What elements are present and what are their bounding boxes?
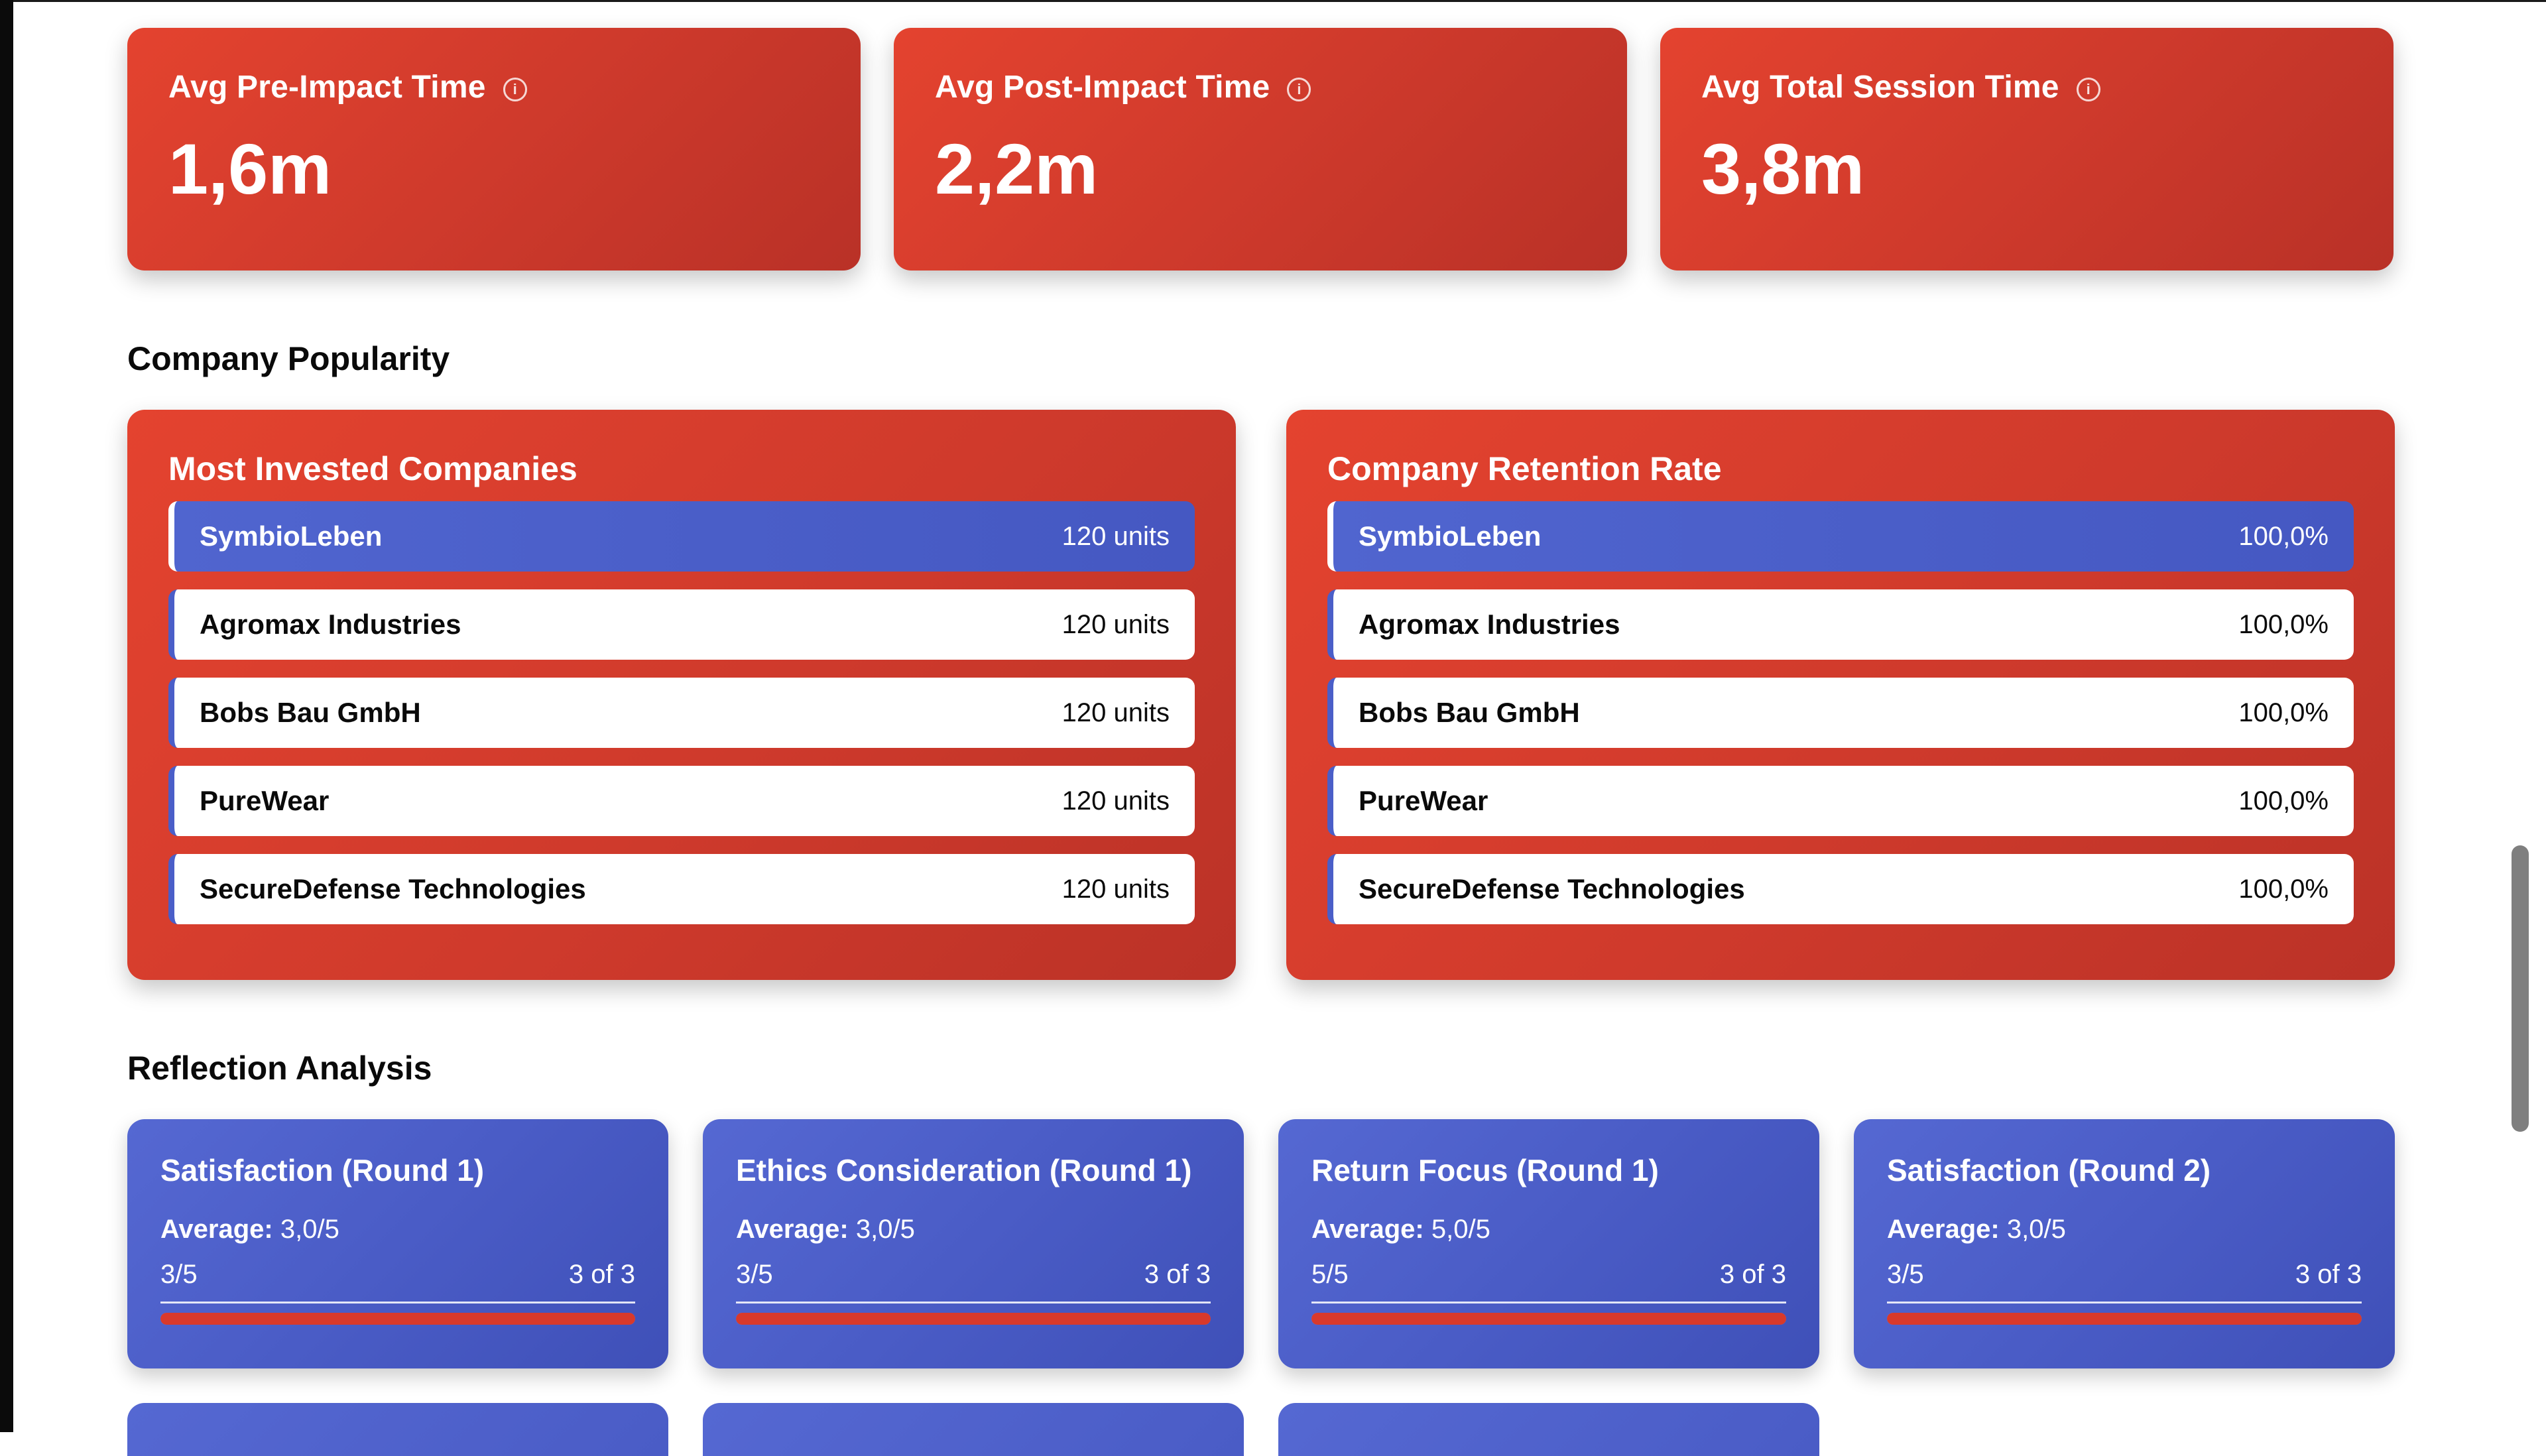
company-row[interactable]: SecureDefense Technologies 100,0%: [1327, 854, 2354, 924]
stat-value: 2,2m: [935, 129, 1099, 209]
company-value: 100,0%: [2238, 786, 2329, 816]
reflection-card-title: Satisfaction (Round 1): [160, 1153, 485, 1187]
company-value: 100,0%: [2238, 521, 2329, 551]
reflection-progress-bar: [160, 1313, 635, 1325]
stat-title: Avg Total Session Time: [1701, 70, 2059, 105]
reflection-count: 3 of 3: [2295, 1260, 2362, 1289]
company-value: 120 units: [1061, 609, 1170, 639]
reflection-card: Ethics Consideration (Round 1) Average: …: [703, 1119, 1244, 1368]
company-row[interactable]: Agromax Industries 100,0%: [1327, 589, 2354, 660]
average-label: Average:: [736, 1215, 849, 1244]
reflection-card-partial: [127, 1403, 668, 1456]
reflection-progress-fill: [1887, 1313, 2362, 1325]
panel-title: Company Retention Rate: [1327, 450, 1722, 487]
retention-rate-panel: Company Retention Rate SymbioLeben 100,0…: [1286, 410, 2395, 980]
reflection-progress-bar: [1311, 1313, 1786, 1325]
company-value: 100,0%: [2238, 874, 2329, 904]
company-name: SecureDefense Technologies: [200, 873, 586, 904]
average-value: 3,0/5: [280, 1215, 339, 1244]
stat-card-total-session: Avg Total Session Time i 3,8m: [1660, 28, 2394, 271]
most-invested-panel: Most Invested Companies SymbioLeben 120 …: [127, 410, 1236, 980]
section-heading-company-popularity: Company Popularity: [127, 340, 450, 377]
company-value: 120 units: [1061, 874, 1170, 904]
panel-title: Most Invested Companies: [168, 450, 577, 487]
stat-title: Avg Pre-Impact Time: [168, 70, 486, 105]
company-name: PureWear: [200, 785, 330, 816]
reflection-average: Average: 3,0/5: [1887, 1215, 2362, 1260]
stat-cards-row: Avg Pre-Impact Time i 1,6m Avg Post-Impa…: [127, 28, 2395, 271]
reflection-average: Average: 3,0/5: [736, 1215, 1211, 1260]
reflection-count: 3 of 3: [1144, 1260, 1211, 1289]
dashboard-content: Avg Pre-Impact Time i 1,6m Avg Post-Impa…: [127, 0, 2395, 1456]
company-row[interactable]: SymbioLeben 120 units: [168, 501, 1195, 572]
average-label: Average:: [1311, 1215, 1424, 1244]
reflection-score-row: 3/5 3 of 3: [160, 1260, 635, 1304]
reflection-score-row: 5/5 3 of 3: [1311, 1260, 1786, 1304]
reflection-progress-bar: [736, 1313, 1211, 1325]
average-label: Average:: [160, 1215, 273, 1244]
average-value: 3,0/5: [2006, 1215, 2066, 1244]
reflection-progress-fill: [1311, 1313, 1786, 1325]
stat-card-post-impact: Avg Post-Impact Time i 2,2m: [894, 28, 1627, 271]
company-row[interactable]: SymbioLeben 100,0%: [1327, 501, 2354, 572]
reflection-card-partial: [1278, 1403, 1819, 1456]
reflection-score: 3/5: [1887, 1260, 1924, 1289]
company-value: 120 units: [1061, 786, 1170, 816]
reflection-score-row: 3/5 3 of 3: [736, 1260, 1211, 1304]
company-name: SymbioLeben: [1359, 520, 1542, 552]
company-row[interactable]: Bobs Bau GmbH 100,0%: [1327, 678, 2354, 748]
reflection-progress-fill: [736, 1313, 1211, 1325]
reflection-card: Satisfaction (Round 2) Average: 3,0/5 3/…: [1854, 1119, 2395, 1368]
reflection-progress-bar: [1887, 1313, 2362, 1325]
company-row[interactable]: Agromax Industries 120 units: [168, 589, 1195, 660]
reflection-average: Average: 5,0/5: [1311, 1215, 1786, 1260]
stat-card-pre-impact: Avg Pre-Impact Time i 1,6m: [127, 28, 861, 271]
stat-value: 1,6m: [168, 129, 332, 209]
reflection-count: 3 of 3: [568, 1260, 635, 1289]
reflection-card-partial: [703, 1403, 1244, 1456]
info-icon[interactable]: i: [2076, 77, 2100, 101]
info-icon[interactable]: i: [503, 77, 527, 101]
reflection-average: Average: 3,0/5: [160, 1215, 635, 1260]
reflection-count: 3 of 3: [1719, 1260, 1786, 1289]
company-name: PureWear: [1359, 785, 1488, 816]
company-row[interactable]: SecureDefense Technologies 120 units: [168, 854, 1195, 924]
reflection-score: 5/5: [1311, 1260, 1349, 1289]
company-value: 120 units: [1061, 698, 1170, 727]
company-row[interactable]: PureWear 100,0%: [1327, 766, 2354, 836]
reflection-card-title: Return Focus (Round 1): [1311, 1153, 1659, 1187]
average-label: Average:: [1887, 1215, 2000, 1244]
reflection-score: 3/5: [160, 1260, 198, 1289]
reflection-card-title: Satisfaction (Round 2): [1887, 1153, 2211, 1187]
company-name: Agromax Industries: [200, 609, 461, 640]
scrollbar-thumb[interactable]: [2512, 845, 2529, 1132]
company-row[interactable]: Bobs Bau GmbH 120 units: [168, 678, 1195, 748]
company-value: 120 units: [1061, 521, 1170, 551]
average-value: 3,0/5: [855, 1215, 915, 1244]
company-name: Bobs Bau GmbH: [1359, 697, 1580, 728]
reflection-card-title: Ethics Consideration (Round 1): [736, 1153, 1192, 1187]
company-name: SymbioLeben: [200, 520, 383, 552]
company-name: SecureDefense Technologies: [1359, 873, 1745, 904]
company-value: 100,0%: [2238, 609, 2329, 639]
info-icon[interactable]: i: [1287, 77, 1311, 101]
section-heading-reflection-analysis: Reflection Analysis: [127, 1050, 432, 1087]
reflection-score: 3/5: [736, 1260, 773, 1289]
stat-value: 3,8m: [1701, 129, 1865, 209]
average-value: 5,0/5: [1431, 1215, 1490, 1244]
reflection-score-row: 3/5 3 of 3: [1887, 1260, 2362, 1304]
company-row[interactable]: PureWear 120 units: [168, 766, 1195, 836]
company-name: Bobs Bau GmbH: [200, 697, 421, 728]
reflection-card: Satisfaction (Round 1) Average: 3,0/5 3/…: [127, 1119, 668, 1368]
stat-title: Avg Post-Impact Time: [935, 70, 1270, 105]
reflection-progress-fill: [160, 1313, 635, 1325]
reflection-card: Return Focus (Round 1) Average: 5,0/5 5/…: [1278, 1119, 1819, 1368]
window-edge: [0, 0, 13, 1432]
company-name: Agromax Industries: [1359, 609, 1620, 640]
top-divider: [13, 0, 2546, 2]
company-value: 100,0%: [2238, 698, 2329, 727]
